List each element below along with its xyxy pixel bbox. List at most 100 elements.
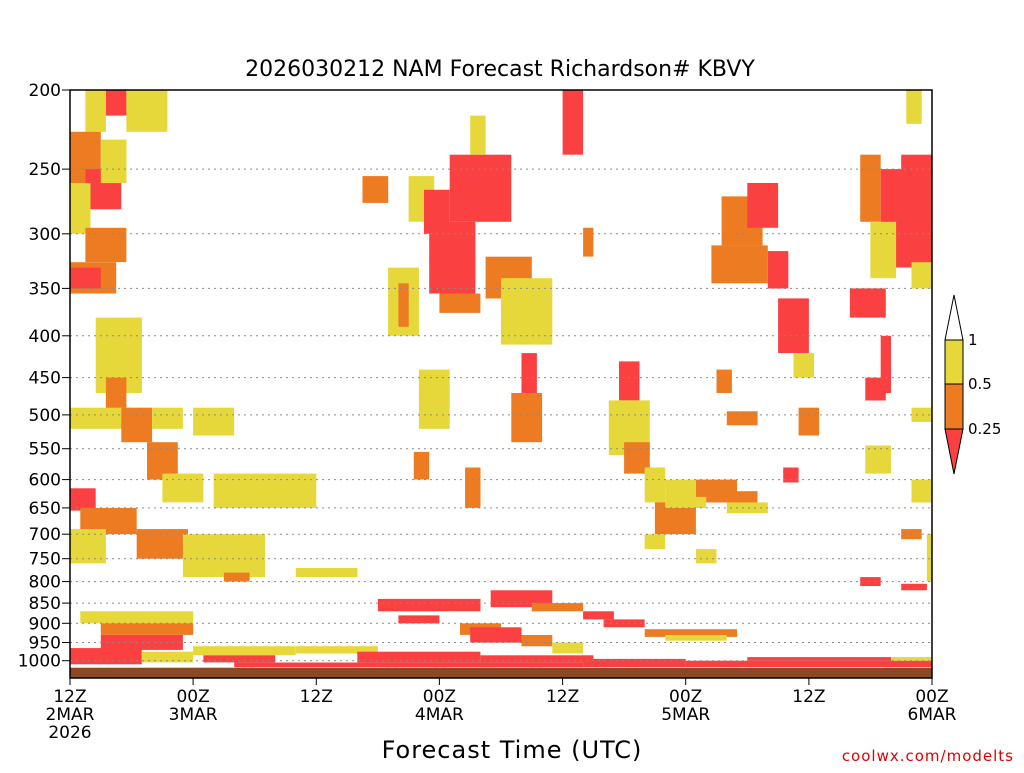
ri-region-5 [70, 183, 91, 234]
ri-region-56 [711, 245, 768, 284]
chart-title: 2026030212 NAM Forecast Richardson# KBVY [245, 57, 755, 82]
ri-region-52 [644, 534, 666, 550]
ri-region-76 [911, 479, 932, 503]
legend-bin-bottom [944, 428, 964, 475]
legend-label-1: 0.5 [968, 375, 992, 393]
ri-region-41 [465, 467, 481, 508]
x-tick-label-72-line1: 12Z [792, 687, 825, 707]
ri-region-75 [911, 407, 932, 422]
ri-region-1 [105, 90, 127, 116]
x-tick-label-60-line2: 5MAR [661, 705, 710, 725]
legend-label-0: 1 [968, 331, 978, 349]
ri-region-24 [223, 572, 250, 582]
ri-region-32 [439, 293, 481, 313]
x-tick-label-12-line1: 00Z [176, 687, 209, 707]
ri-region-40 [413, 451, 430, 480]
ri-region-25 [295, 568, 358, 578]
y-tick-label-700: 700 [29, 525, 61, 545]
ri-region-37 [521, 353, 537, 393]
ri-region-15 [193, 407, 235, 436]
ri-region-90 [552, 642, 584, 654]
ri-region-86 [603, 619, 645, 628]
x-tick-label-36-line1: 00Z [423, 687, 456, 707]
ri-region-96 [80, 611, 194, 624]
ri-region-91 [295, 646, 378, 654]
credit-text: coolwx.com/modelts [842, 747, 1014, 765]
y-tick-label-750: 750 [29, 550, 61, 570]
ri-region-80 [901, 583, 927, 591]
y-tick-label-450: 450 [29, 369, 61, 389]
ri-region-105 [583, 658, 686, 667]
ri-region-70 [911, 262, 932, 289]
x-tick-label-84-line1: 00Z [915, 687, 948, 707]
y-tick-label-850: 850 [29, 594, 61, 614]
ri-region-97 [100, 623, 194, 635]
ri-region-108 [891, 657, 932, 661]
ri-region-30 [470, 115, 486, 155]
ri-region-84 [531, 603, 584, 612]
x-tick-label-0-line2: 2MAR [46, 705, 95, 725]
ri-region-23 [182, 534, 265, 578]
ri-region-31 [429, 221, 476, 294]
plot-frame [69, 89, 933, 679]
ri-region-6 [100, 139, 127, 184]
ri-region-72 [880, 335, 891, 393]
y-tick-label-250: 250 [29, 160, 61, 180]
ri-region-59 [793, 353, 814, 378]
ri-region-21 [70, 529, 106, 564]
ri-region-13 [121, 407, 153, 443]
legend-bin-top [944, 294, 964, 341]
ri-region-92 [357, 651, 481, 663]
y-tick-label-300: 300 [29, 225, 61, 245]
y-tick-label-650: 650 [29, 499, 61, 519]
ri-region-100 [141, 651, 194, 663]
ri-region-44 [619, 361, 640, 401]
ri-region-103 [234, 662, 378, 668]
ri-region-36 [501, 278, 553, 345]
ri-region-29 [449, 154, 512, 222]
ri-region-79 [860, 577, 881, 586]
ri-region-0 [85, 90, 106, 132]
legend-label-2: 0.25 [968, 420, 1001, 438]
y-axis: 200 250 300 350 400 450 500 550 600 650 700 750 8008… [18, 81, 70, 672]
ri-region-26 [362, 176, 389, 203]
ri-region-99 [70, 648, 142, 665]
y-tick-label-550: 550 [29, 440, 61, 460]
ri-region-94 [644, 629, 738, 637]
ri-region-66 [860, 154, 881, 222]
ri-region-106 [685, 660, 932, 667]
x-tick-label-48-line1: 12Z [546, 687, 579, 707]
ri-region-88 [470, 627, 522, 643]
ri-region-47 [644, 467, 666, 503]
legend-bin-orange [944, 383, 964, 430]
ri-region-43 [583, 227, 594, 257]
y-tick-label-800: 800 [29, 573, 61, 593]
ri-region-107 [747, 657, 891, 661]
ground-layer [70, 667, 932, 678]
ri-region-82 [398, 615, 440, 624]
ri-region-9 [70, 267, 101, 289]
x-tick-label-36-line2: 4MAR [415, 705, 464, 725]
ri-regions [70, 90, 932, 668]
ri-region-11 [105, 377, 127, 415]
ri-region-89 [521, 635, 553, 647]
ri-region-55 [747, 183, 779, 228]
ri-region-102 [203, 655, 276, 663]
ri-region-63 [783, 467, 799, 483]
ri-region-98 [100, 635, 183, 650]
ri-region-69 [870, 221, 897, 279]
ri-region-17 [162, 473, 204, 503]
ri-region-22 [136, 529, 188, 559]
ri-region-7 [85, 227, 127, 263]
ri-region-85 [583, 611, 614, 620]
ri-region-51 [726, 502, 768, 514]
x-tick-label-24-line1: 12Z [300, 687, 333, 707]
colorbar-legend: 1 0.5 0.25 [944, 294, 1001, 475]
x-tick-label-12-line2: 3MAR [169, 705, 218, 725]
ri-region-42 [562, 90, 584, 155]
x-axis-label: Forecast Time (UTC) [382, 736, 643, 764]
x-tick-label-84-line2: 6MAR [908, 705, 957, 725]
